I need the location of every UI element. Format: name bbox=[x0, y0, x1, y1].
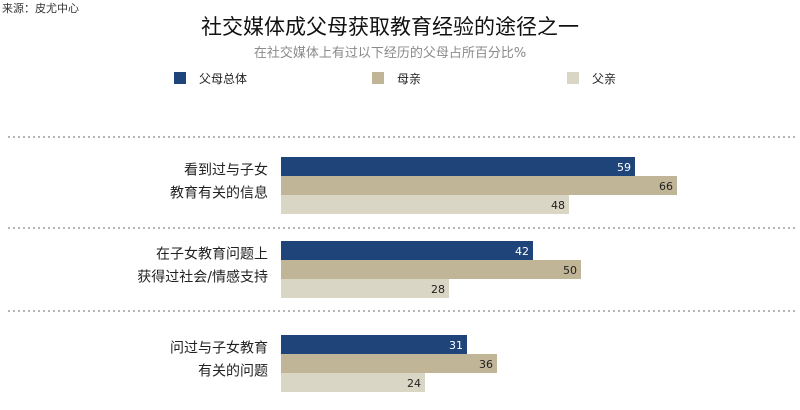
data-label-0-1: 66 bbox=[659, 180, 673, 193]
bar-0-1 bbox=[281, 176, 677, 195]
bar-1-2 bbox=[281, 279, 449, 298]
category-label-0-0: 看到过与子女 bbox=[184, 162, 268, 179]
data-label-0-0: 59 bbox=[617, 161, 631, 174]
legend-label-1: 母亲 bbox=[397, 72, 421, 86]
data-label-1-2: 28 bbox=[431, 283, 445, 296]
data-label-1-0: 42 bbox=[515, 245, 529, 258]
source-note: 来源：皮尤中心 bbox=[2, 1, 79, 15]
bar-1-1 bbox=[281, 260, 581, 279]
bars: 59 66 48 42 50 28 31 36 24 bbox=[281, 157, 677, 392]
chart-subtitle: 在社交媒体上有过以下经历的父母占所百分比% bbox=[254, 45, 526, 61]
data-label-0-2: 48 bbox=[551, 199, 565, 212]
category-label-1-1: 获得过社会/情感支持 bbox=[137, 269, 268, 286]
bar-0-2 bbox=[281, 195, 569, 214]
legend-swatch-2 bbox=[567, 72, 579, 84]
bar-2-0 bbox=[281, 335, 467, 354]
data-label-1-1: 50 bbox=[563, 264, 577, 277]
legend-label-0: 父母总体 bbox=[199, 72, 247, 86]
category-label-2-1: 有关的问题 bbox=[198, 364, 268, 380]
legend: 父母总体 母亲 父亲 bbox=[174, 72, 616, 86]
group-separators bbox=[8, 136, 798, 312]
legend-swatch-1 bbox=[372, 72, 384, 84]
legend-swatch-0 bbox=[174, 72, 186, 84]
legend-label-2: 父亲 bbox=[592, 72, 616, 86]
bar-1-0 bbox=[281, 241, 533, 260]
bar-2-1 bbox=[281, 354, 497, 373]
category-label-2-0: 问过与子女教育 bbox=[170, 340, 268, 357]
category-label-0-1: 教育有关的信息 bbox=[170, 185, 268, 202]
data-label-2-0: 31 bbox=[449, 339, 463, 352]
category-label-1-0: 在子女教育问题上 bbox=[156, 246, 268, 263]
category-labels: 看到过与子女教育有关的信息在子女教育问题上获得过社会/情感支持问过与子女教育有关… bbox=[137, 162, 268, 380]
data-label-2-2: 24 bbox=[407, 377, 421, 390]
data-label-2-1: 36 bbox=[479, 358, 493, 371]
bar-0-0 bbox=[281, 157, 635, 176]
bar-2-2 bbox=[281, 373, 425, 392]
chart-title: 社交媒体成父母获取教育经验的途径之一 bbox=[201, 15, 579, 39]
